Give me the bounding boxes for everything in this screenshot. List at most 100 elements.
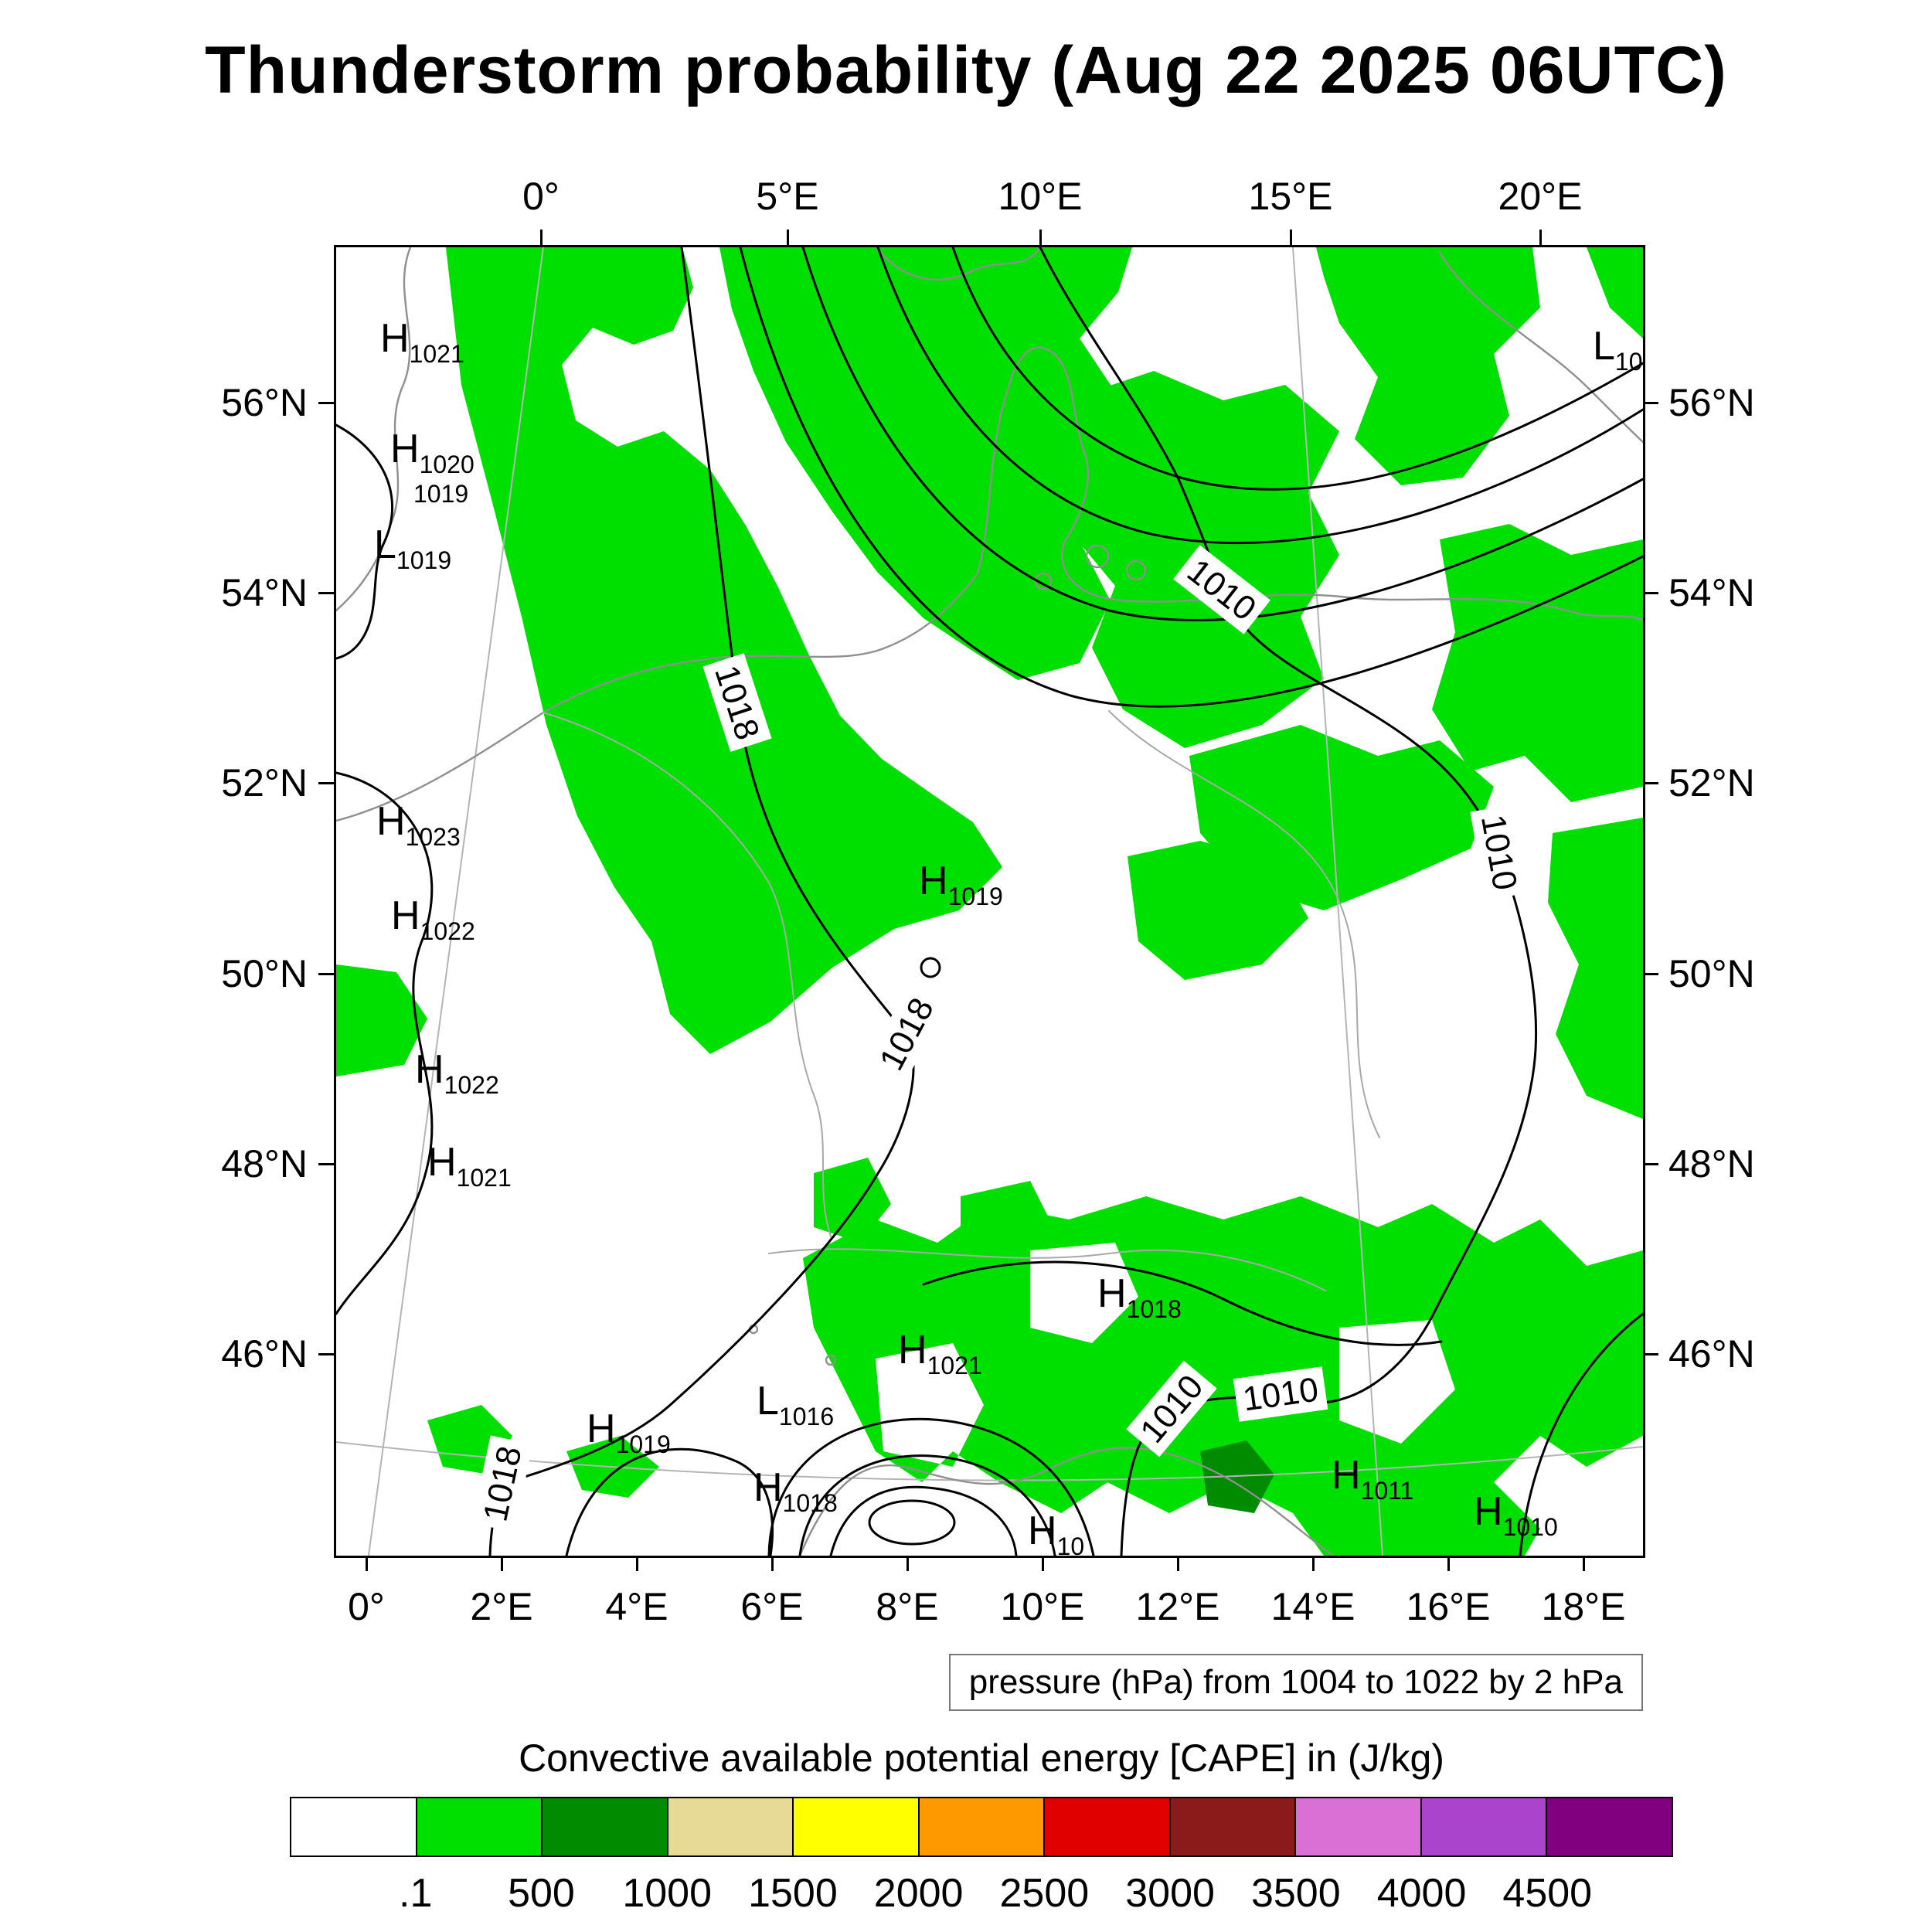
axis-label-bottom: 16°E <box>1406 1585 1491 1628</box>
colorbar-label: .1 <box>399 1871 433 1916</box>
coastline-sweden <box>1438 250 1643 444</box>
axis-label-bottom: 18°E <box>1541 1585 1626 1628</box>
axis-tick-right <box>1643 401 1658 404</box>
coastline-danish-island <box>1085 544 1110 569</box>
axis-label-left: 54°N <box>221 571 308 614</box>
axis-tick-bottom <box>1582 1556 1585 1571</box>
axis-label-bottom: 6°E <box>740 1585 804 1628</box>
colorbar-cell-3 <box>666 1798 793 1855</box>
axis-label-right: 46°N <box>1668 1332 1755 1376</box>
pressure-caption-text: pressure (hPa) from 1004 to 1022 by 2 hP… <box>968 1663 1623 1701</box>
colorbar-cell-5 <box>917 1798 1044 1855</box>
cape-region-small-patches <box>336 964 1053 1498</box>
axis-tick-bottom <box>365 1556 368 1571</box>
axis-tick-top <box>1289 230 1292 245</box>
graticule-layer <box>336 247 1643 1556</box>
coastline-britain <box>336 247 412 612</box>
chart-title: Thunderstorm probability (Aug 22 2025 06… <box>205 33 1727 107</box>
colorbar-label: 1000 <box>622 1871 713 1916</box>
pressure-center-H1020: H1020 <box>390 427 474 478</box>
axis-tick-left <box>318 1352 334 1355</box>
pressure-center-H10: H10 <box>1028 1509 1084 1556</box>
axis-label-top: 5°E <box>756 175 819 218</box>
pressure-center-H1021: H1021 <box>898 1328 982 1379</box>
axis-label-top: 10°E <box>998 175 1083 218</box>
pressure-center-H1019: H1019 <box>587 1406 671 1458</box>
colorbar-title: Convective available potential energy [C… <box>519 1736 1444 1780</box>
pressure-contour-closed <box>868 1499 956 1546</box>
axis-tick-right <box>1643 591 1658 594</box>
axis-tick-left <box>318 401 334 404</box>
colorbar-cell-10 <box>1546 1798 1672 1855</box>
country-border <box>768 1248 1326 1291</box>
graticule-parallel-45N <box>336 1441 1643 1481</box>
axis-label-bottom: 2°E <box>470 1585 533 1628</box>
graticule-meridian-0E <box>368 247 544 1556</box>
axis-tick-right <box>1643 1352 1658 1355</box>
colorbar-label: 1500 <box>748 1871 838 1916</box>
pressure-center-H1011: H1011 <box>1332 1453 1413 1505</box>
pressure-center-H1023: H1023 <box>376 799 461 851</box>
pressure-center-L10: L10 <box>1593 324 1643 376</box>
country-border <box>1108 710 1380 1138</box>
axis-tick-bottom <box>635 1556 638 1571</box>
pressure-center-H1019: H1019 <box>919 859 1003 910</box>
colorbar-cell-4 <box>792 1798 918 1855</box>
pressure-center-1019: 1019 <box>413 480 468 508</box>
axis-label-left: 46°N <box>221 1332 308 1376</box>
colorbar-cell-0 <box>291 1798 416 1855</box>
pressure-contour <box>336 771 434 1315</box>
colorbar <box>290 1797 1673 1857</box>
pressure-center-L1016: L1016 <box>757 1379 834 1430</box>
axis-tick-right <box>1643 972 1658 975</box>
colorbar-cell-8 <box>1294 1798 1420 1855</box>
axis-label-left: 52°N <box>221 761 308 804</box>
colorbar-cell-9 <box>1420 1798 1546 1855</box>
axis-label-right: 48°N <box>1668 1142 1755 1185</box>
colorbar-cell-1 <box>415 1798 542 1855</box>
pressure-center-H1021: H1021 <box>380 316 464 368</box>
axis-label-left: 48°N <box>221 1142 308 1185</box>
axis-label-left: 50°N <box>221 952 308 995</box>
colorbar-cell-2 <box>541 1798 667 1855</box>
contour-label-1010: 1010 <box>1233 1366 1328 1422</box>
coastline-alpine-lake <box>825 1354 837 1366</box>
axis-tick-top <box>786 230 789 245</box>
pressure-center-H1018: H1018 <box>1097 1271 1182 1323</box>
axis-tick-bottom <box>1447 1556 1450 1571</box>
axis-tick-bottom <box>1041 1556 1044 1571</box>
coastline-danish-island <box>1125 560 1147 581</box>
axis-tick-right <box>1643 1162 1658 1165</box>
colorbar-label: 500 <box>508 1871 575 1916</box>
axis-tick-bottom <box>1176 1556 1179 1571</box>
colorbar-labels: .1 500 1000 1500 2000 2500 3000 3500 4000 4500 <box>0 1870 1932 1924</box>
map-frame: 1018 1010 1018 1010 1018 1010 1010 H1021 H1020 10… <box>334 245 1645 1558</box>
axis-tick-bottom <box>770 1556 774 1571</box>
colorbar-label: 3500 <box>1250 1871 1341 1916</box>
pressure-contour-1012 <box>876 247 1643 545</box>
axis-tick-left <box>318 781 334 784</box>
pressure-center-H1022: H1022 <box>415 1047 499 1099</box>
pressure-caption-box: pressure (hPa) from 1004 to 1022 by 2 hP… <box>948 1654 1643 1711</box>
axis-tick-left <box>318 972 334 975</box>
colorbar-label: 2000 <box>873 1871 964 1916</box>
axis-label-left: 56°N <box>221 381 308 424</box>
pressure-contour <box>1519 1312 1643 1556</box>
pressure-contour <box>798 1454 1056 1556</box>
pressure-center-H1021: H1021 <box>427 1140 512 1192</box>
colorbar-label: 2500 <box>999 1871 1090 1916</box>
axis-label-right: 52°N <box>1668 761 1755 804</box>
cape-region-east <box>1128 247 1643 1119</box>
axis-tick-top <box>539 230 543 245</box>
pressure-contour <box>336 423 394 660</box>
colorbar-label: 4000 <box>1376 1871 1467 1916</box>
pressure-contour <box>951 247 1643 491</box>
axis-tick-left <box>318 591 334 594</box>
coastline-channel-northsea <box>336 572 979 822</box>
colorbar-cell-7 <box>1168 1798 1295 1855</box>
axis-tick-left <box>318 1162 334 1165</box>
pressure-center-L1019: L1019 <box>374 522 451 574</box>
country-border <box>543 712 832 1237</box>
pressure-contour-1018 <box>488 247 915 1556</box>
